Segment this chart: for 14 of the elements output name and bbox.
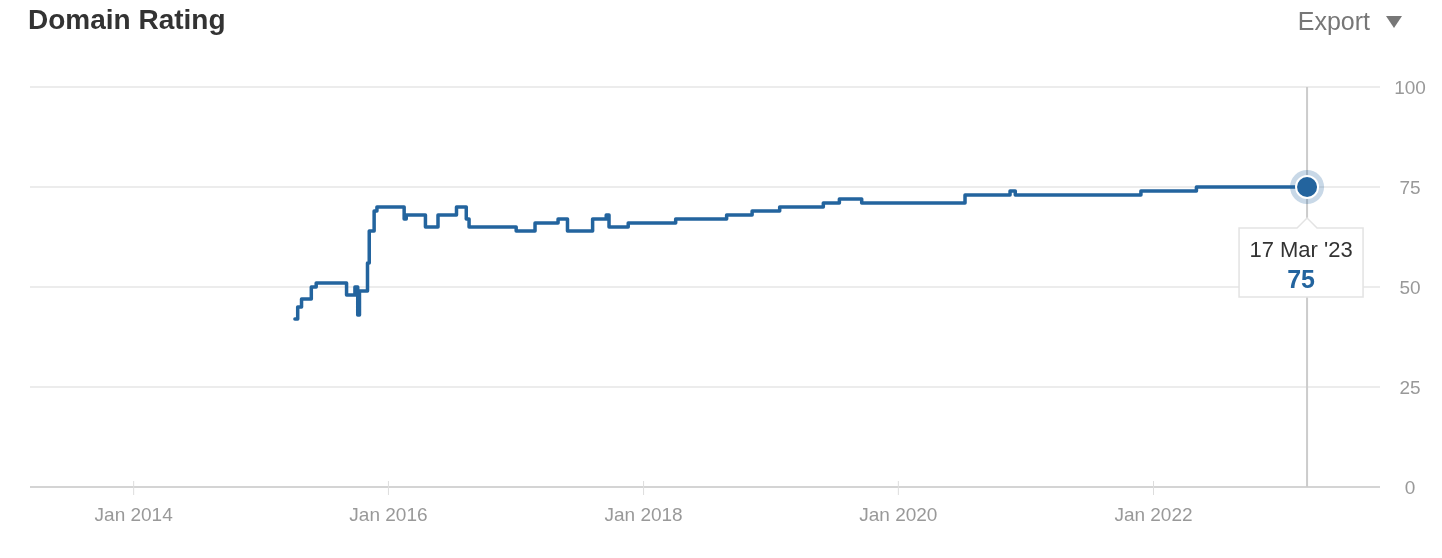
annotation: 75 [1287, 265, 1316, 293]
x-tick-label: Jan 2014 [94, 504, 174, 525]
x-tick-label: Jan 2022 [1114, 504, 1193, 525]
y-tick-label: 75 [1399, 177, 1421, 198]
x-tick-label: Jan 2020 [859, 504, 938, 525]
y-tick-label: 25 [1399, 377, 1421, 398]
y-tick-label: 50 [1399, 277, 1421, 298]
y-tick-label: 0 [1404, 477, 1416, 498]
x-tick-label: Jan 2016 [349, 504, 428, 525]
chart-title: Domain Rating [28, 4, 226, 36]
text: Export [1297, 7, 1370, 36]
y-tick-label: 100 [1394, 77, 1426, 98]
x-tick-label: Jan 2018 [604, 504, 683, 525]
annotation: 17 Mar '23 [1249, 237, 1353, 262]
